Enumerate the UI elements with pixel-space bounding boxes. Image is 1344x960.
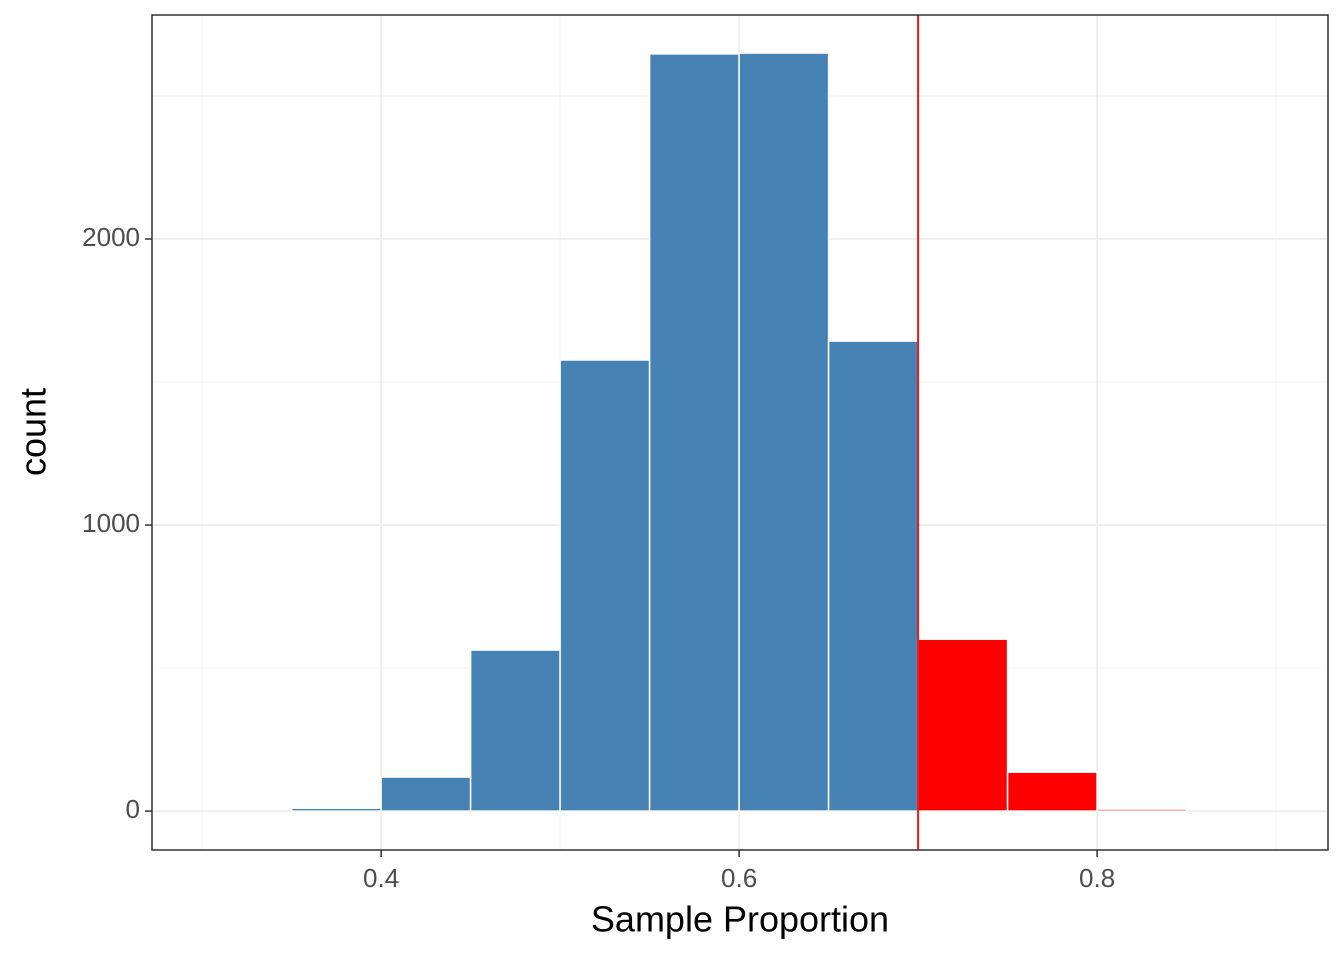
y-tick-label: 0 bbox=[126, 794, 140, 824]
bar bbox=[827, 340, 919, 812]
bar bbox=[380, 776, 472, 812]
bar bbox=[469, 649, 561, 812]
x-tick-label: 0.4 bbox=[363, 863, 399, 893]
x-axis-title: Sample Proportion bbox=[591, 899, 889, 940]
y-tick-label: 2000 bbox=[82, 222, 140, 252]
panel-border bbox=[151, 14, 1329, 851]
bar bbox=[1096, 808, 1188, 812]
x-tick-label: 0.6 bbox=[721, 863, 757, 893]
bar bbox=[559, 359, 651, 812]
bar bbox=[1006, 771, 1098, 812]
bar bbox=[917, 638, 1009, 812]
bar bbox=[648, 53, 740, 812]
bar bbox=[738, 52, 830, 812]
y-axis-title: count bbox=[13, 388, 54, 476]
y-tick-label: 1000 bbox=[82, 508, 140, 538]
bar bbox=[290, 807, 382, 812]
x-tick-label: 0.8 bbox=[1079, 863, 1115, 893]
